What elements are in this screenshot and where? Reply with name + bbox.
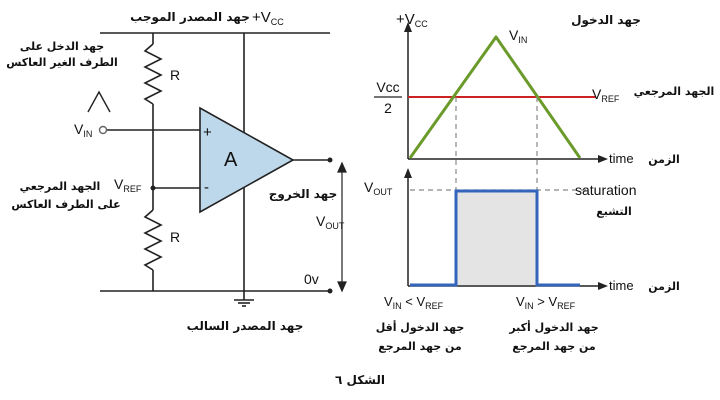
vin-label: VIN (74, 121, 92, 139)
right-condition: VIN > VREF (516, 294, 576, 311)
left-condition: VIN < VREF (384, 294, 444, 311)
saturation-label: saturation (575, 182, 636, 198)
output-label-ar: جهد الخروج (269, 187, 338, 202)
input-triangle-icon (87, 90, 111, 113)
zero-v-terminal (327, 288, 333, 294)
vout-arrow (337, 161, 347, 293)
vin-terminal (98, 125, 108, 135)
vref-node (150, 185, 156, 191)
resistor-bottom (143, 209, 163, 271)
right-note-line1: جهد الدخول أكبر (508, 320, 598, 334)
left-note-line1: جهد الدخول أقل (376, 320, 465, 334)
plus-input-sign: + (203, 124, 212, 141)
vref-label-line1: الجهد المرجعي (20, 180, 101, 193)
resistor-bottom-label: R (170, 229, 180, 245)
vcc-label-ar: جهد المصدر الموجب (130, 10, 250, 25)
resistor-top (143, 43, 163, 105)
vin-ramp (408, 35, 582, 159)
vref-label: VREF (114, 176, 142, 194)
input-vref-ar: الجهد المرجعي (634, 85, 715, 98)
vcc-label: +VCC (252, 9, 284, 27)
output-y-arrow (404, 168, 412, 178)
vout-pulse (410, 189, 580, 287)
vref-label-line2: على الطرف العاكس (11, 198, 120, 211)
input-vin-peak-label: VIN (509, 27, 527, 45)
op-amp (199, 106, 295, 214)
zero-v-label: 0v (304, 271, 319, 287)
input-y-arrow (404, 22, 412, 32)
input-title-line2: الطرف الغير العاكس (6, 56, 118, 69)
output-x-arrow (598, 282, 608, 290)
output-time-ar: الزمن (648, 280, 679, 293)
output-terminal (327, 157, 333, 163)
amp-label: A (224, 149, 238, 171)
half-vcc-numerator: Vcc (376, 79, 399, 95)
input-title-line1: جهد الدخل على (20, 40, 104, 53)
output-graph (404, 168, 608, 290)
resistor-top-label: R (170, 67, 180, 83)
input-vcc-label: +VCC (396, 11, 428, 29)
output-time-label: time (609, 278, 634, 293)
ground-label-ar: جهد المصدر السالب (187, 319, 304, 333)
saturation-ar: التشبع (596, 205, 632, 218)
output-vout-label: VOUT (364, 179, 393, 197)
figure-caption: الشكل ٦ (335, 373, 385, 387)
minus-input-sign: - (204, 179, 209, 196)
right-note-line2: من جهد المرجع (512, 340, 595, 353)
left-note-line2: من جهد المرجع (378, 340, 461, 353)
input-x-arrow (598, 155, 608, 163)
circuit-diagram (87, 32, 330, 307)
input-title-ar: جهد الدخول (571, 13, 641, 28)
half-vcc-denominator: 2 (384, 100, 392, 116)
pulse-fill (456, 191, 537, 285)
input-time-ar: الزمن (648, 153, 679, 166)
input-time-label: time (609, 151, 634, 166)
vout-label: VOUT (316, 213, 345, 231)
input-vref-label: VREF (592, 86, 620, 104)
